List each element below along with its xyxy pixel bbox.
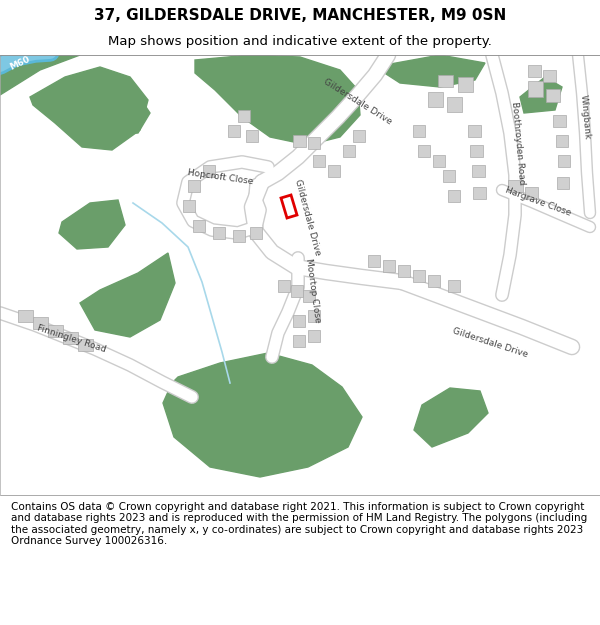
Polygon shape — [413, 125, 425, 137]
Polygon shape — [250, 227, 262, 239]
Polygon shape — [472, 165, 485, 177]
Polygon shape — [447, 97, 462, 112]
Polygon shape — [448, 280, 460, 292]
Polygon shape — [438, 75, 453, 87]
Polygon shape — [63, 332, 78, 344]
Polygon shape — [458, 77, 473, 92]
Polygon shape — [418, 145, 430, 157]
Polygon shape — [443, 170, 455, 182]
Polygon shape — [59, 200, 125, 249]
Polygon shape — [383, 260, 395, 272]
Polygon shape — [188, 180, 200, 192]
Polygon shape — [163, 353, 362, 477]
Polygon shape — [558, 155, 570, 167]
Polygon shape — [398, 265, 410, 277]
Polygon shape — [228, 125, 240, 137]
Polygon shape — [246, 130, 258, 142]
Polygon shape — [308, 330, 320, 342]
Polygon shape — [86, 87, 150, 135]
Polygon shape — [308, 137, 320, 149]
Polygon shape — [528, 65, 541, 77]
Polygon shape — [383, 55, 485, 87]
Text: Gildersdale Drive: Gildersdale Drive — [451, 327, 529, 359]
Polygon shape — [368, 255, 380, 267]
Polygon shape — [343, 145, 355, 157]
Text: Moortop Close: Moortop Close — [304, 258, 322, 322]
Polygon shape — [468, 125, 481, 137]
Polygon shape — [78, 339, 93, 351]
Text: Hargrave Close: Hargrave Close — [504, 186, 572, 218]
Polygon shape — [428, 275, 440, 287]
Text: Hopcroft Close: Hopcroft Close — [187, 168, 253, 186]
Polygon shape — [293, 315, 305, 327]
Polygon shape — [428, 92, 443, 107]
Polygon shape — [433, 155, 445, 167]
Polygon shape — [520, 77, 562, 113]
Polygon shape — [473, 187, 486, 199]
Polygon shape — [543, 70, 556, 82]
Polygon shape — [470, 145, 483, 157]
Polygon shape — [183, 200, 195, 212]
Polygon shape — [508, 180, 523, 192]
Polygon shape — [33, 317, 48, 329]
Polygon shape — [293, 135, 306, 147]
Polygon shape — [213, 227, 225, 239]
Polygon shape — [291, 285, 303, 297]
Polygon shape — [203, 165, 215, 177]
Text: Contains OS data © Crown copyright and database right 2021. This information is : Contains OS data © Crown copyright and d… — [11, 501, 587, 546]
Polygon shape — [557, 177, 569, 189]
Polygon shape — [293, 335, 305, 347]
Polygon shape — [328, 165, 340, 177]
Text: Gildersdale Drive: Gildersdale Drive — [293, 178, 323, 256]
Polygon shape — [308, 310, 320, 322]
Text: M60: M60 — [8, 54, 32, 72]
Polygon shape — [18, 310, 33, 322]
Polygon shape — [0, 55, 80, 95]
Text: Finningley Road: Finningley Road — [37, 324, 107, 354]
Polygon shape — [0, 55, 20, 75]
Polygon shape — [556, 135, 568, 147]
Polygon shape — [528, 81, 543, 97]
Polygon shape — [413, 270, 425, 282]
Text: Map shows position and indicative extent of the property.: Map shows position and indicative extent… — [108, 35, 492, 48]
Polygon shape — [30, 67, 148, 150]
Text: 37, GILDERSDALE DRIVE, MANCHESTER, M9 0SN: 37, GILDERSDALE DRIVE, MANCHESTER, M9 0S… — [94, 8, 506, 23]
Polygon shape — [313, 155, 325, 167]
Polygon shape — [193, 220, 205, 232]
Polygon shape — [525, 187, 538, 199]
Polygon shape — [546, 89, 560, 102]
Polygon shape — [553, 115, 566, 127]
Text: Boothroyden Road: Boothroyden Road — [510, 101, 526, 185]
Polygon shape — [195, 55, 360, 145]
Polygon shape — [353, 130, 365, 142]
Polygon shape — [80, 253, 175, 337]
Polygon shape — [48, 325, 63, 337]
Polygon shape — [448, 190, 460, 202]
Polygon shape — [278, 280, 290, 292]
Polygon shape — [414, 388, 488, 447]
Polygon shape — [238, 110, 250, 122]
Polygon shape — [233, 230, 245, 242]
Text: Wingbank: Wingbank — [578, 94, 592, 140]
Polygon shape — [303, 290, 315, 302]
Text: Gildersdale Drive: Gildersdale Drive — [322, 78, 394, 127]
